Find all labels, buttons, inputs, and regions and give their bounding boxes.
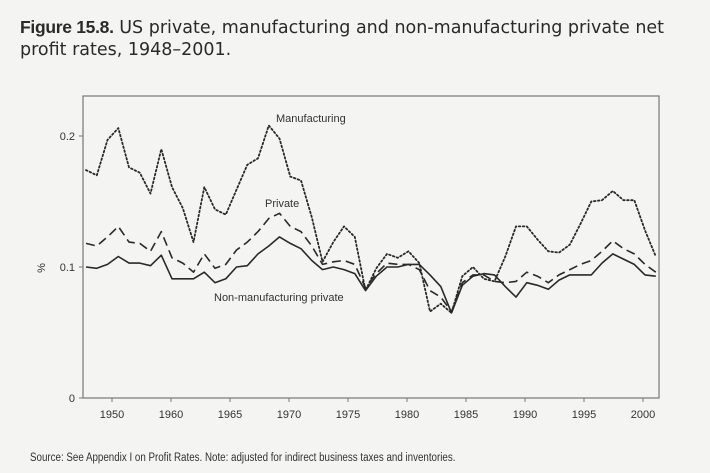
series-line-non-manufacturing-private: [85, 236, 656, 314]
series-line-private: [85, 212, 657, 313]
x-tick-label: 1990: [513, 409, 537, 421]
x-tick-label: 2000: [631, 409, 655, 421]
x-tick-label: 1965: [218, 409, 242, 421]
chart-title: Figure 15.8. US private, manufacturing a…: [20, 16, 700, 61]
plot-frame: [82, 95, 660, 399]
annotation-non-manufacturing: Non-manufacturing private: [214, 292, 344, 304]
x-tick-label: 1995: [572, 409, 596, 421]
x-tick-label: 1980: [395, 409, 419, 421]
y-tick-label: 0.1: [60, 262, 75, 274]
figure-number: Figure 15.8.: [20, 17, 114, 37]
x-tick-label: 1985: [454, 409, 478, 421]
figure-caption: US private, manufacturing and non-manufa…: [20, 18, 665, 60]
x-tick-label: 1950: [100, 409, 124, 421]
x-ticks: 1950 1960 1965 1970 1975 1980 1985 1990 1995 2000: [100, 398, 655, 421]
y-ticks: 0 0.1 0.2: [60, 131, 83, 405]
annotation-manufacturing: Manufacturing: [276, 113, 346, 125]
y-axis-label: %: [36, 263, 48, 273]
x-tick-label: 1960: [159, 409, 183, 421]
x-tick-label: 1975: [336, 409, 360, 421]
x-tick-label: 1970: [277, 409, 301, 421]
series-line-manufacturing: [85, 124, 657, 314]
y-tick-label: 0: [69, 393, 75, 405]
y-tick-label: 0.2: [60, 131, 75, 143]
series-lines: [85, 124, 657, 314]
annotation-private: Private: [265, 198, 299, 210]
source-note: Source: See Appendix I on Profit Rates. …: [30, 452, 456, 464]
